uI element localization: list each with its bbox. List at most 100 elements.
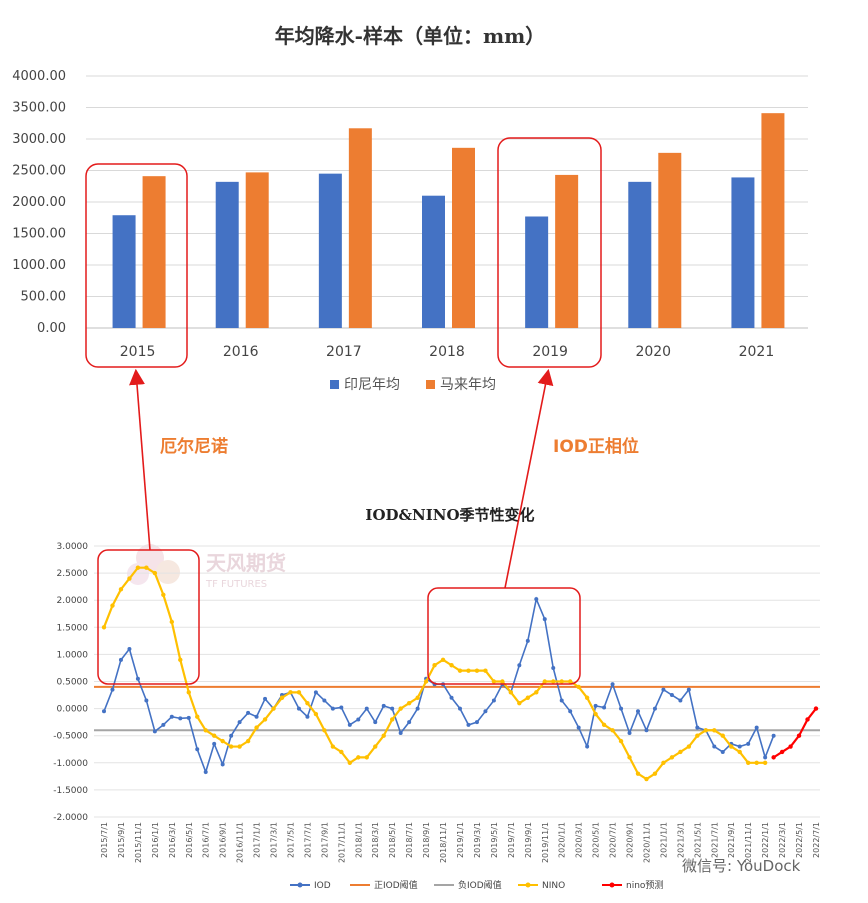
line-chart-x-tick-label: 2016/1/1 [151,822,160,858]
series-point [627,730,632,735]
series-point [652,771,658,776]
series-point [364,755,369,760]
highlight-box-2015 [85,163,188,368]
series-point [746,741,751,746]
series-point [652,706,657,711]
annotation-el-nino: 厄尔尼诺 [160,436,228,457]
bar-chart-y-tick-label: 1000.00 [12,258,66,273]
bar-chart-y-tick-label: 3500.00 [12,101,66,116]
series-point [779,749,785,755]
series-point [610,682,615,687]
series-point [474,668,480,673]
series-point [695,733,700,738]
series-point [627,755,632,760]
series-point [661,687,666,692]
bar-chart-y-tick-label: 2500.00 [12,164,66,179]
line-chart-x-tick-label: 2016/7/1 [202,822,211,858]
series-point [737,749,742,755]
series-point [229,733,234,738]
series-point [458,706,462,711]
bar-indonesia [112,215,136,328]
line-chart-x-tick-label: 2018/11/1 [439,822,448,863]
series-point [212,741,217,746]
series-point [720,749,725,754]
series-point [602,705,607,710]
bar-chart-y-axis: 0.00 500.00 1000.00 1500.00 2000.00 2500.00 30… [12,69,66,336]
series-point [339,705,344,710]
series-point [661,760,666,765]
bar-indonesia [628,181,652,328]
series-point [390,706,395,711]
series-point [195,747,200,752]
series-point [712,728,717,733]
series-point [432,663,437,668]
bar-chart-x-tick-label: 2019 [532,344,568,360]
series-point [118,587,124,592]
bar-chart-gridlines [86,75,808,329]
series-point [635,771,641,776]
series-point [322,728,327,733]
series-line [103,596,775,775]
series-point [373,744,378,749]
line-chart-x-tick-label: 2019/11/1 [541,822,550,863]
series-point [695,725,700,730]
line-chart-series [94,565,820,782]
line-chart-y-tick-label: 0.5000 [57,678,89,688]
series-point [644,728,649,733]
series-point [457,668,463,673]
series-point [127,646,132,651]
series-line [102,566,766,781]
series-point [619,706,624,711]
bar-malaysia [658,152,682,328]
line-chart-x-tick-label: 2015/7/1 [100,822,109,858]
legend-swatch [330,380,339,389]
series-point [551,679,556,684]
series-point [144,698,149,703]
series-point [279,695,285,700]
series-point [678,698,683,703]
line-chart-x-tick-label: 2020/3/1 [575,822,584,858]
bar-indonesia [215,181,239,328]
line-chart-x-tick-label: 2018/3/1 [371,822,380,858]
series-point [644,776,649,782]
series-point [585,744,590,749]
series-point [796,733,802,738]
bar-indonesia [731,177,755,328]
bar-malaysia [555,174,579,328]
series-point [135,676,140,681]
series-point [593,711,598,717]
series-point [254,725,259,730]
series-point [296,690,302,695]
line-chart-x-tick-label: 2018/7/1 [405,822,414,858]
bar-chart-x-tick-label: 2017 [326,344,362,360]
line-chart-x-tick-label: 2021/5/1 [693,822,702,858]
line-chart-x-tick-label: 2017/3/1 [270,822,279,858]
series-point [178,716,183,721]
series-point [254,714,259,719]
line-chart-y-tick-label: 3.0000 [57,542,89,552]
series-point [246,710,251,715]
series-point [356,717,361,722]
series-point [466,722,471,727]
series-point [754,725,759,730]
series-point [330,744,336,749]
series-point [381,703,386,708]
line-chart-y-tick-label: 2.0000 [57,596,89,606]
line-chart-x-tick-label: 2018/5/1 [388,822,397,858]
bar-malaysia [245,172,269,328]
series-point [118,657,123,662]
series-point [517,700,522,706]
series-point [245,738,251,744]
series-point [559,698,564,703]
bar-chart-x-tick-label: 2018 [429,344,465,360]
series-point [763,755,768,760]
bar-malaysia [452,147,475,328]
series-point [474,720,479,725]
series-point [559,679,564,684]
series-point [491,698,496,703]
series-point [322,698,327,703]
bar-chart-y-tick-label: 0.00 [37,321,66,336]
series-point [152,570,158,576]
series-point [373,720,378,725]
